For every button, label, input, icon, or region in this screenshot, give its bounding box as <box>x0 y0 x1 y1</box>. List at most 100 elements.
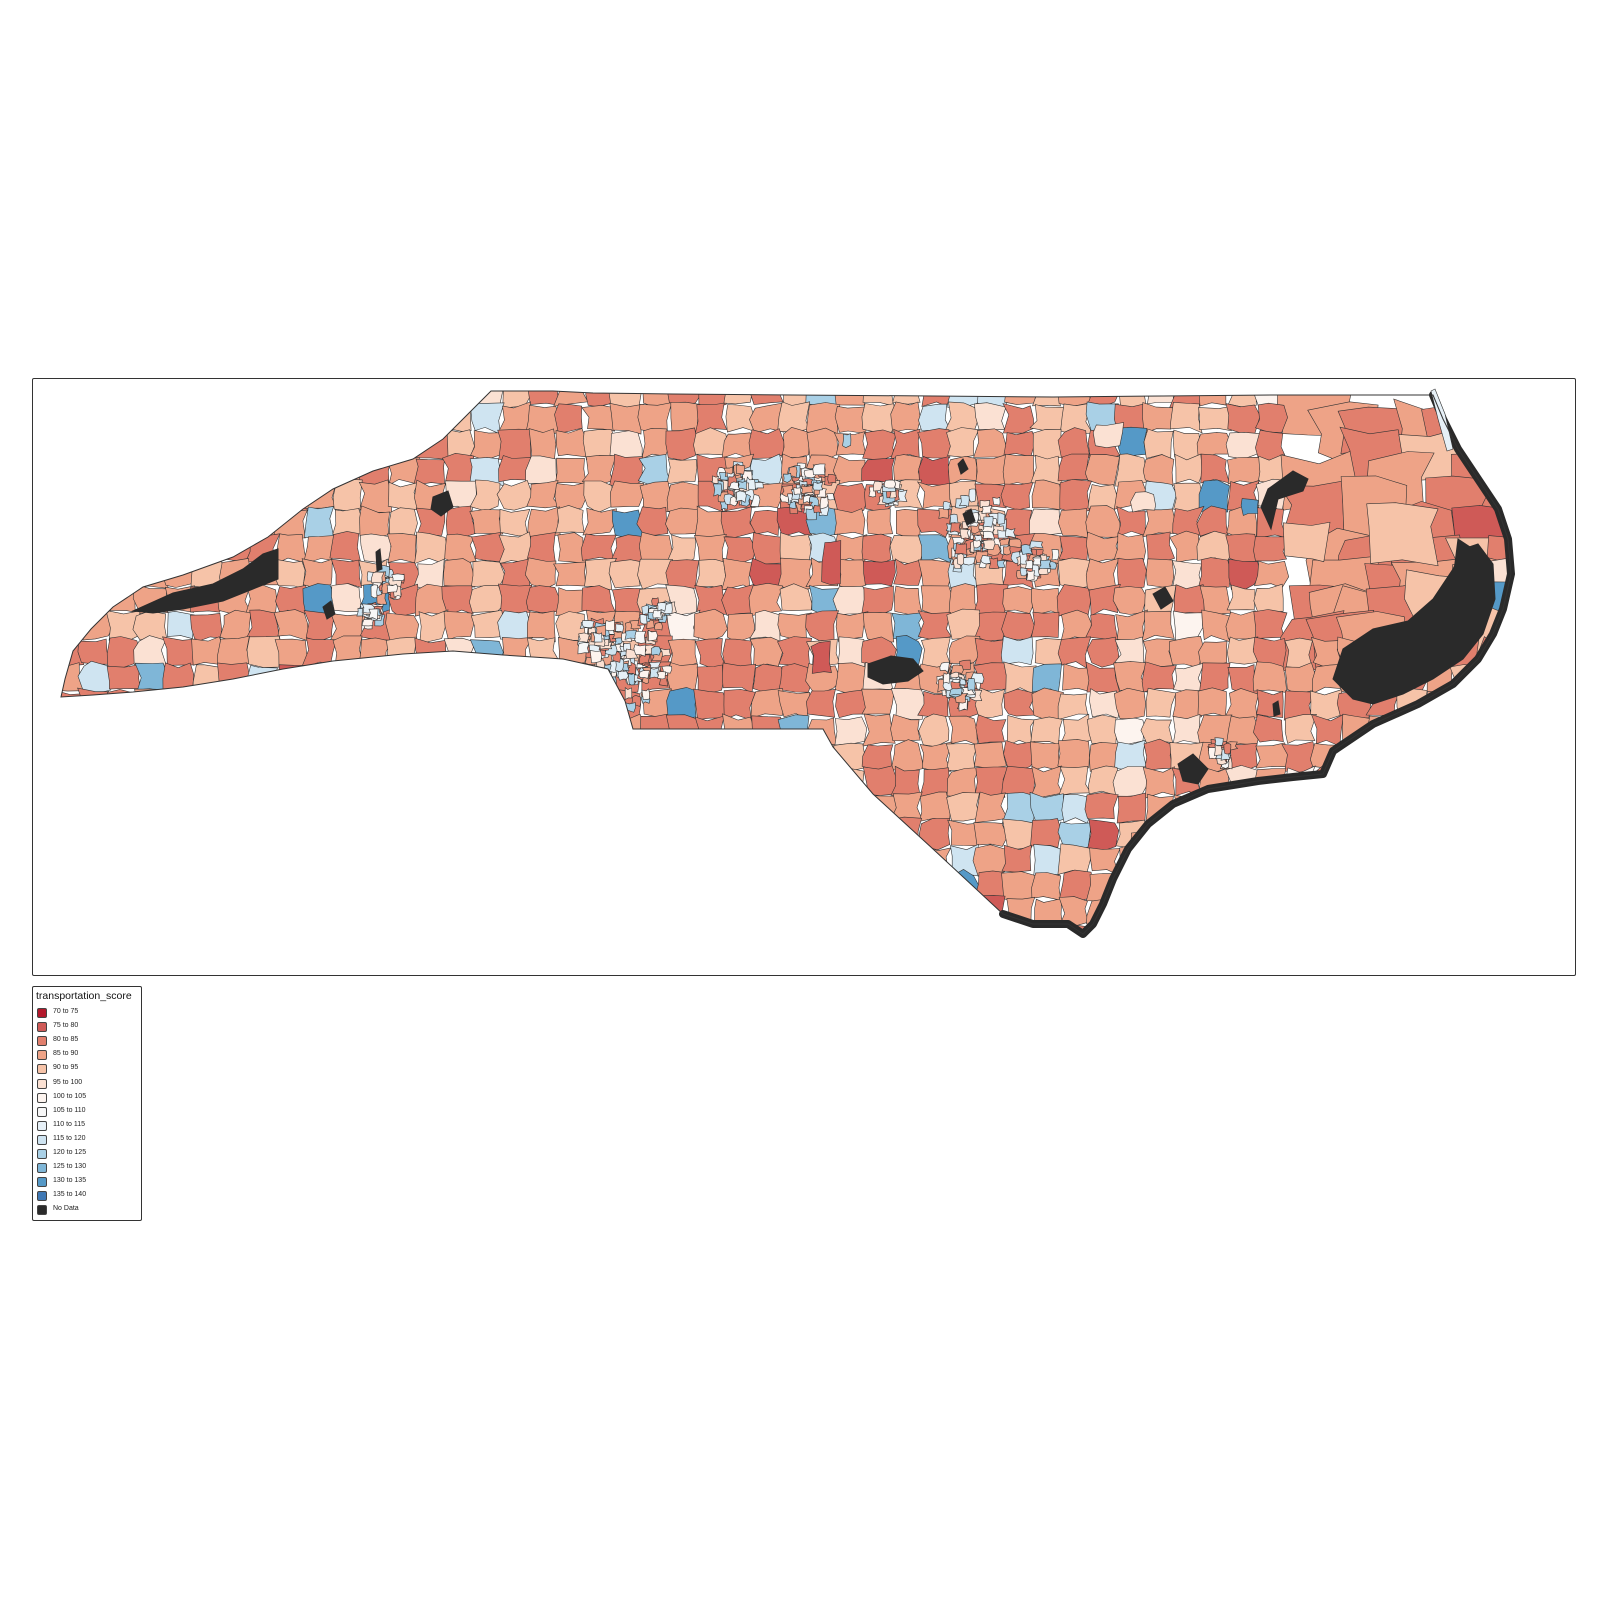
census-tract <box>836 796 868 823</box>
census-tract <box>1365 844 1399 876</box>
census-tract <box>305 454 334 486</box>
census-tract <box>863 871 896 904</box>
urban-tract <box>371 571 385 584</box>
census-tract <box>667 765 698 797</box>
census-tract <box>1227 391 1257 409</box>
census-tract <box>220 871 248 901</box>
census-tract <box>105 479 139 511</box>
census-tract <box>1113 532 1146 562</box>
census-tract <box>415 764 445 797</box>
census-tract <box>1454 869 1483 904</box>
census-tract <box>1086 714 1118 747</box>
census-tract <box>611 791 642 824</box>
census-tract <box>104 766 140 798</box>
census-tract <box>554 403 583 434</box>
urban-tract <box>592 631 603 643</box>
urban-tract <box>949 513 959 525</box>
census-tract <box>527 792 561 825</box>
census-tract <box>861 713 896 747</box>
census-tract <box>918 713 950 748</box>
census-tract <box>1478 845 1511 877</box>
census-tract <box>582 507 617 536</box>
census-tract <box>665 507 701 535</box>
census-tract <box>61 922 80 934</box>
urban-tract <box>1025 570 1035 581</box>
census-tract <box>79 819 112 848</box>
census-tract <box>1339 845 1372 875</box>
urban-tract <box>793 487 802 496</box>
census-tract <box>893 558 923 586</box>
census-tract <box>1114 717 1145 746</box>
census-tract <box>1170 818 1204 850</box>
census-tract <box>526 480 561 509</box>
census-tract <box>834 508 866 536</box>
census-tract <box>1310 922 1344 934</box>
census-tract <box>1200 453 1230 484</box>
census-tract <box>554 922 589 934</box>
census-tract <box>443 845 474 875</box>
census-tract <box>751 898 783 927</box>
census-tract <box>582 791 617 825</box>
census-tract <box>1170 870 1205 900</box>
census-tract <box>247 481 281 512</box>
census-tract <box>301 822 334 850</box>
census-tract <box>665 559 700 589</box>
census-tract <box>417 818 448 851</box>
census-tract <box>385 924 421 934</box>
census-tract <box>946 922 981 934</box>
census-tract <box>1143 428 1174 460</box>
urban-tract <box>1142 850 1154 862</box>
census-tract <box>1143 844 1175 876</box>
census-tract <box>61 534 83 563</box>
census-tract <box>78 921 110 934</box>
census-tract <box>441 585 474 616</box>
census-tract <box>889 868 923 901</box>
census-tract <box>164 920 197 934</box>
urban-tract <box>1003 544 1012 556</box>
census-tract <box>832 455 866 485</box>
census-tract <box>917 610 952 641</box>
census-tract <box>472 898 504 928</box>
census-tract <box>163 688 192 721</box>
census-tract <box>189 688 226 718</box>
census-tract <box>441 816 476 848</box>
census-tract <box>1225 817 1257 851</box>
census-tract <box>303 401 337 435</box>
census-tract <box>217 479 253 513</box>
census-tract <box>555 587 586 616</box>
census-tract <box>385 870 418 902</box>
census-tract <box>193 767 223 797</box>
census-tract <box>1283 897 1317 929</box>
urban-tract <box>604 694 616 707</box>
census-tract <box>78 456 113 485</box>
census-tract <box>553 662 584 695</box>
census-tract <box>834 391 868 406</box>
census-tract <box>553 819 588 847</box>
census-tract <box>219 688 251 715</box>
census-tract <box>861 895 898 927</box>
census-tract <box>749 509 781 536</box>
census-tract <box>836 818 868 848</box>
census-tract <box>219 922 252 934</box>
census-tract <box>609 402 644 435</box>
census-tract <box>584 557 618 591</box>
legend-label: No Data <box>53 1205 79 1213</box>
census-tract <box>1030 741 1060 772</box>
census-tract <box>612 897 645 928</box>
census-tract <box>919 921 952 934</box>
census-tract <box>695 558 727 591</box>
urban-tract <box>962 556 976 566</box>
urban-tract <box>370 584 379 599</box>
urban-tract <box>386 583 398 593</box>
census-tract <box>385 391 421 407</box>
census-tract <box>610 739 644 771</box>
census-tract <box>1452 767 1485 795</box>
census-tract <box>1256 795 1284 825</box>
census-tract <box>666 458 698 485</box>
urban-tract <box>959 528 970 540</box>
urban-tract <box>1051 548 1060 561</box>
census-tract <box>667 391 701 406</box>
census-tract <box>1003 740 1038 771</box>
legend-label: 70 to 75 <box>53 1008 79 1015</box>
census-tract <box>137 403 165 434</box>
